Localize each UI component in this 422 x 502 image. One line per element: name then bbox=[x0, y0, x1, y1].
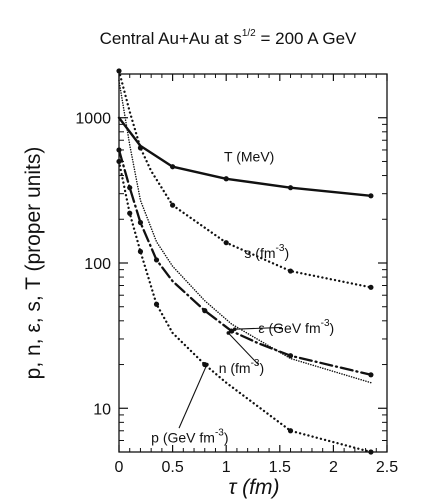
series-line-1 bbox=[117, 69, 373, 289]
annotation-leader-2 bbox=[178, 364, 208, 429]
series-label-sup: -3 bbox=[251, 358, 260, 369]
series-3-point bbox=[153, 257, 160, 263]
annotation-leader-end-2 bbox=[205, 362, 209, 367]
series-label-base: T (MeV) bbox=[224, 148, 274, 164]
series-label-sup: -3 bbox=[321, 318, 330, 329]
series-1-point bbox=[287, 268, 294, 274]
series-1-point bbox=[116, 68, 122, 74]
series-label-layer: T (MeV)s (fm-3)ε (GeV fm-3)n (fm-3)p (Ge… bbox=[151, 148, 334, 445]
series-4-point bbox=[127, 210, 133, 216]
series-3-point bbox=[116, 147, 122, 153]
series-0-point bbox=[368, 193, 374, 199]
series-0-point bbox=[223, 176, 229, 182]
x-axis: 0 0.5 1 1.5 2 2.5 bbox=[115, 74, 398, 476]
annotation-leader-1 bbox=[227, 332, 259, 365]
series-line-2 bbox=[118, 79, 372, 384]
series-label-sup: -3 bbox=[215, 428, 224, 439]
y-tick-label: 100 bbox=[84, 256, 111, 273]
series-label-base: s (fm bbox=[244, 245, 275, 261]
x-tick-label: 1 bbox=[222, 459, 231, 476]
series-label-4: p (GeV fm-3) bbox=[151, 428, 228, 446]
x-tick-label: 0.5 bbox=[161, 459, 183, 476]
annotation-leader-end-1 bbox=[226, 331, 231, 335]
series-label-tail: ) bbox=[284, 245, 289, 261]
series-4-point bbox=[368, 449, 374, 455]
annotation-leader-end-0 bbox=[232, 327, 237, 332]
series-label-0: T (MeV) bbox=[224, 148, 274, 164]
y-axis: 10 100 1000 bbox=[75, 73, 387, 453]
series-label-tail: ) bbox=[224, 430, 229, 446]
series-layer bbox=[116, 68, 374, 455]
series-label-1: s (fm-3) bbox=[244, 243, 289, 261]
series-1-point bbox=[223, 240, 229, 246]
series-1-point bbox=[368, 284, 374, 290]
chart-title-sup: 1/2 bbox=[242, 28, 256, 39]
series-label-base: n (fm bbox=[219, 360, 251, 376]
annotation-layer bbox=[178, 326, 282, 429]
annotation-leader-0 bbox=[234, 326, 282, 330]
series-4-point bbox=[137, 248, 144, 255]
chart-title-base: Central Au+Au at s bbox=[100, 29, 242, 48]
series-label-sup: -3 bbox=[276, 243, 285, 254]
x-tick-label: 0 bbox=[115, 459, 124, 476]
series-4-point bbox=[287, 428, 294, 434]
series-3-point bbox=[127, 185, 133, 191]
series-label-3: n (fm-3) bbox=[219, 358, 264, 376]
series-line-0 bbox=[117, 116, 373, 198]
y-axis-label: p, n, ε, s, T (proper units) bbox=[22, 147, 45, 380]
series-label-2: ε (GeV fm-3) bbox=[258, 318, 334, 336]
series-3-point bbox=[202, 308, 208, 314]
x-tick-label: 2 bbox=[329, 459, 338, 476]
series-3-point bbox=[228, 328, 235, 334]
chart-title-tail: = 200 A GeV bbox=[256, 29, 357, 48]
series-3-point bbox=[137, 219, 144, 226]
y-tick-label: 10 bbox=[93, 401, 111, 418]
series-0-point bbox=[170, 164, 176, 170]
chart-title: Central Au+Au at s1/2 = 200 A GeV bbox=[100, 28, 357, 48]
x-tick-label: 2.5 bbox=[376, 459, 398, 476]
series-0-point bbox=[287, 185, 294, 191]
x-tick-label: 1.5 bbox=[269, 459, 291, 476]
series-1-point bbox=[170, 202, 176, 208]
series-line-3 bbox=[117, 148, 373, 376]
series-4-point bbox=[153, 301, 160, 307]
series-label-tail: ) bbox=[330, 320, 335, 336]
series-3-point bbox=[287, 353, 294, 359]
series-1-point bbox=[137, 145, 144, 151]
series-3-point bbox=[368, 372, 374, 378]
y-tick-label: 1000 bbox=[75, 111, 111, 128]
series-label-base: p (GeV fm bbox=[151, 430, 215, 446]
x-axis-label: τ (fm) bbox=[228, 476, 279, 499]
series-line-4 bbox=[117, 160, 373, 454]
series-label-tail: ) bbox=[259, 360, 264, 376]
series-4-point bbox=[116, 158, 122, 165]
series-label-base: ε (GeV fm bbox=[258, 320, 320, 336]
